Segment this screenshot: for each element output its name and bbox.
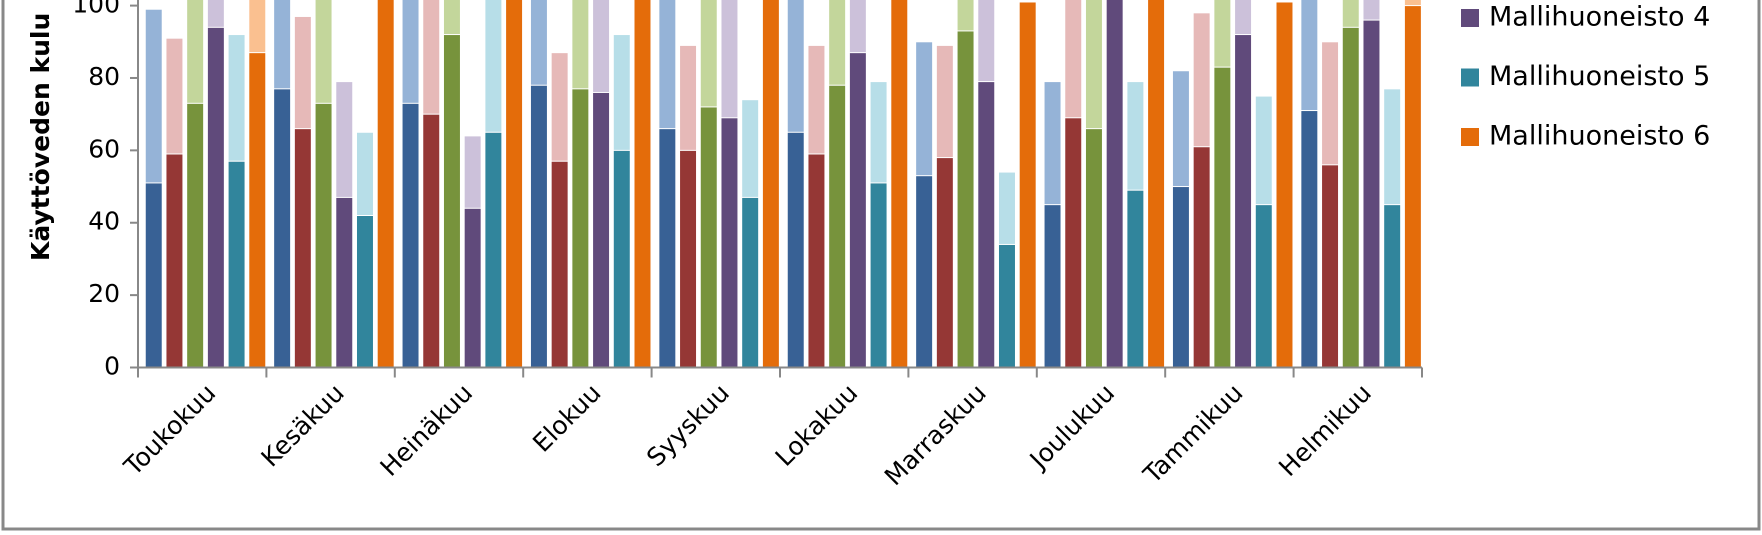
x-tick-label: Heinäkuu	[374, 378, 478, 482]
bar	[869, 182, 888, 368]
bar	[442, 34, 461, 368]
bar	[1018, 1, 1037, 369]
bar	[1275, 1, 1294, 369]
bar	[890, 0, 909, 368]
bar	[1043, 204, 1062, 368]
bar	[828, 84, 847, 369]
x-tick-label: Joulukuu	[1023, 378, 1120, 475]
bar	[1213, 66, 1232, 369]
y-tick-label: 20	[88, 279, 120, 308]
bar	[571, 88, 590, 368]
bar	[1254, 204, 1273, 368]
bar	[1147, 0, 1166, 368]
bar	[335, 196, 354, 368]
bar	[376, 0, 395, 368]
x-tick-label: Tammikuu	[1137, 378, 1248, 489]
bar	[227, 160, 246, 368]
bar	[1341, 26, 1360, 369]
legend-label: Mallihuoneisto 4	[1489, 2, 1710, 33]
bar	[1383, 204, 1402, 368]
bar	[956, 30, 975, 368]
bar	[1192, 146, 1211, 368]
x-tick-label: Elokuu	[527, 378, 607, 458]
y-axis-label: Käyttöveden kulu	[26, 13, 55, 261]
legend-swatch	[1461, 68, 1479, 87]
bar	[1126, 189, 1145, 368]
bar	[505, 0, 524, 368]
bar	[355, 215, 374, 368]
bar	[273, 88, 292, 368]
y-tick-label: 80	[88, 62, 120, 91]
bar	[401, 102, 420, 369]
bar	[186, 102, 205, 369]
bar	[633, 0, 652, 368]
x-tick-label: Toukokuu	[118, 378, 222, 482]
bar	[1362, 19, 1381, 369]
y-tick-label: 0	[104, 352, 120, 381]
legend-swatch	[1461, 128, 1479, 146]
bar	[807, 153, 826, 368]
bar	[592, 91, 611, 369]
bar	[699, 106, 718, 368]
bar	[915, 175, 934, 368]
bar	[314, 102, 333, 369]
bar	[463, 207, 482, 368]
bar	[1300, 110, 1319, 369]
bar	[1321, 164, 1340, 368]
y-tick-label: 100	[72, 0, 120, 19]
bar	[761, 0, 780, 368]
y-tick-label: 40	[88, 207, 120, 236]
bar	[529, 84, 548, 369]
bar	[1403, 5, 1422, 368]
legend-label: Mallihuoneisto 5	[1489, 61, 1710, 92]
bar	[422, 113, 441, 368]
bar	[1234, 34, 1253, 368]
bar	[679, 149, 698, 368]
bar	[1105, 0, 1124, 368]
y-tick-label: 60	[88, 134, 120, 163]
x-tick-label: Lokakuu	[770, 378, 864, 472]
bar	[786, 131, 805, 368]
bar	[935, 157, 954, 368]
x-tick-label: Kesäkuu	[256, 378, 350, 472]
bar	[977, 81, 996, 368]
bar	[848, 52, 867, 368]
bar	[484, 131, 503, 368]
bar	[206, 26, 225, 369]
bar	[550, 160, 569, 368]
bar	[997, 243, 1016, 368]
bar	[658, 128, 677, 368]
bar	[720, 117, 739, 368]
x-tick-label: Syyskuu	[641, 378, 735, 472]
bar	[1064, 117, 1083, 368]
bar	[1171, 186, 1190, 368]
bar	[1084, 128, 1103, 368]
x-tick-label: Helmikuu	[1273, 378, 1377, 482]
bar	[248, 52, 267, 368]
bar	[144, 182, 163, 368]
legend-label: Mallihuoneisto 6	[1489, 121, 1710, 152]
bar	[165, 153, 184, 368]
legend-swatch	[1461, 9, 1479, 27]
x-tick-label: Marraskuu	[879, 378, 992, 491]
bar	[741, 196, 760, 368]
bar	[293, 128, 312, 368]
bar	[612, 149, 631, 368]
